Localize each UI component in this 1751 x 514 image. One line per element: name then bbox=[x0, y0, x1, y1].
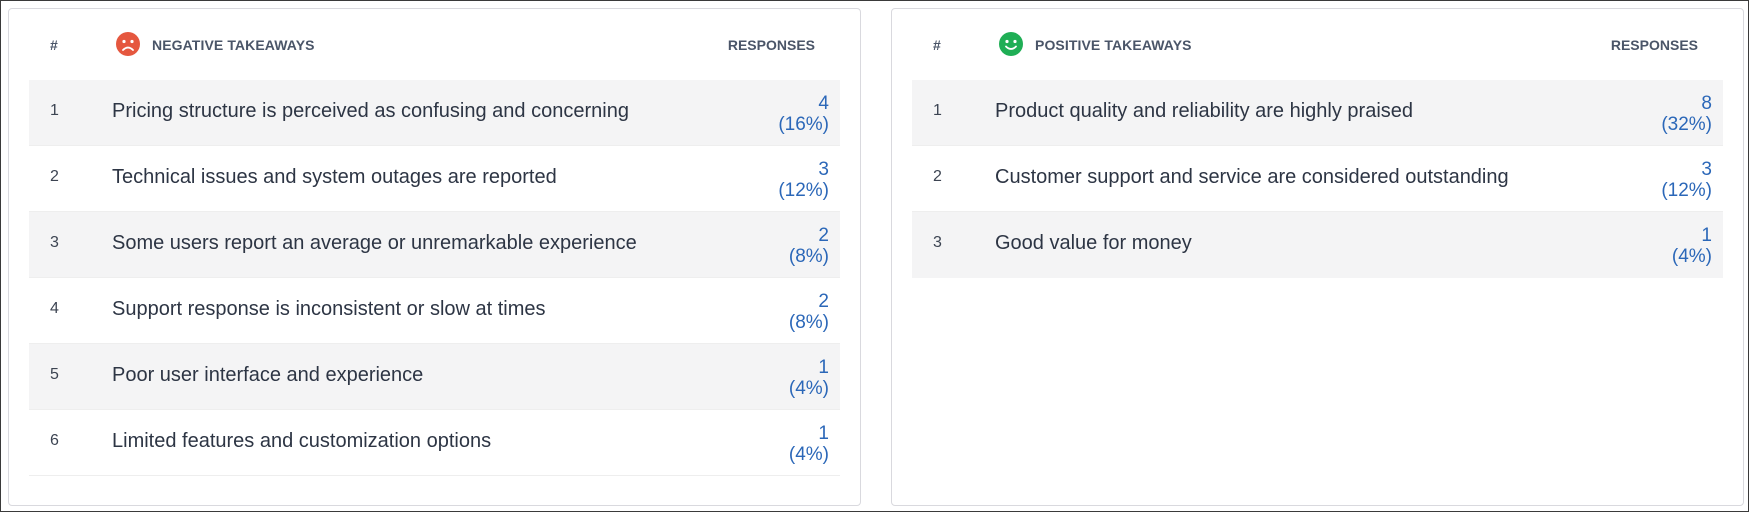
positive-table-header: # POSITIVE TAKEAWAYS RESPONSES bbox=[892, 9, 1743, 79]
row-number: 5 bbox=[50, 366, 59, 383]
count-value: 1 bbox=[818, 357, 829, 378]
count-value: 3 bbox=[818, 159, 829, 180]
sad-face-icon bbox=[116, 32, 140, 56]
positive-takeaways-panel: # POSITIVE TAKEAWAYS RESPONSES 1 Product… bbox=[891, 8, 1744, 506]
response-count[interactable]: 3 (12%) bbox=[1661, 159, 1712, 201]
rank-column-header: # bbox=[933, 37, 941, 53]
happy-face-icon bbox=[999, 32, 1023, 56]
positive-takeaways-list: 1 Product quality and reliability are hi… bbox=[912, 80, 1723, 278]
negative-takeaways-title: NEGATIVE TAKEAWAYS bbox=[152, 37, 315, 53]
takeaway-text: Support response is inconsistent or slow… bbox=[112, 298, 546, 320]
row-number: 4 bbox=[50, 300, 59, 317]
percent-value: (8%) bbox=[788, 246, 829, 267]
response-count[interactable]: 2 (8%) bbox=[789, 225, 829, 267]
takeaway-text: Good value for money bbox=[995, 232, 1192, 254]
responses-column-header: RESPONSES bbox=[1610, 37, 1698, 53]
percent-value: (8%) bbox=[788, 312, 829, 333]
row-number: 6 bbox=[50, 432, 59, 449]
percent-value: (32%) bbox=[1661, 114, 1712, 135]
count-value: 3 bbox=[1701, 159, 1712, 180]
negative-takeaways-list: 1 Pricing structure is perceived as conf… bbox=[29, 80, 840, 476]
count-value: 2 bbox=[818, 225, 829, 246]
responses-column-header: RESPONSES bbox=[727, 37, 815, 53]
table-row[interactable]: 1 Product quality and reliability are hi… bbox=[912, 80, 1723, 146]
response-count[interactable]: 1 (4%) bbox=[1672, 225, 1712, 267]
row-number: 2 bbox=[50, 168, 59, 185]
positive-takeaways-title: POSITIVE TAKEAWAYS bbox=[1035, 37, 1192, 53]
count-value: 1 bbox=[1701, 225, 1712, 246]
count-value: 4 bbox=[818, 93, 829, 114]
takeaway-text: Pricing structure is perceived as confus… bbox=[112, 100, 629, 122]
takeaway-text: Limited features and customization optio… bbox=[112, 430, 492, 452]
table-row[interactable]: 3 Good value for money 1 (4%) bbox=[912, 212, 1723, 278]
table-row[interactable]: 4 Support response is inconsistent or sl… bbox=[29, 278, 840, 344]
rank-column-header: # bbox=[50, 37, 58, 53]
takeaway-text: Customer support and service are conside… bbox=[995, 166, 1509, 188]
percent-value: (16%) bbox=[778, 114, 829, 135]
percent-value: (12%) bbox=[1661, 180, 1712, 201]
takeaway-text: Poor user interface and experience bbox=[112, 364, 424, 386]
row-number: 3 bbox=[50, 234, 59, 251]
table-row[interactable]: 2 Customer support and service are consi… bbox=[912, 146, 1723, 212]
percent-value: (4%) bbox=[1671, 246, 1712, 267]
takeaway-text: Technical issues and system outages are … bbox=[112, 166, 557, 188]
table-row[interactable]: 3 Some users report an average or unrema… bbox=[29, 212, 840, 278]
table-row[interactable]: 5 Poor user interface and experience 1 (… bbox=[29, 344, 840, 410]
percent-value: (12%) bbox=[778, 180, 829, 201]
response-count[interactable]: 1 (4%) bbox=[789, 423, 829, 465]
row-number: 2 bbox=[933, 168, 942, 185]
response-count[interactable]: 8 (32%) bbox=[1661, 93, 1712, 135]
count-value: 2 bbox=[818, 291, 829, 312]
response-count[interactable]: 4 (16%) bbox=[778, 93, 829, 135]
takeaway-text: Some users report an average or unremark… bbox=[112, 232, 637, 254]
table-row[interactable]: 1 Pricing structure is perceived as conf… bbox=[29, 80, 840, 146]
count-value: 1 bbox=[818, 423, 829, 444]
row-number: 1 bbox=[50, 102, 59, 119]
table-row[interactable]: 2 Technical issues and system outages ar… bbox=[29, 146, 840, 212]
response-count[interactable]: 1 (4%) bbox=[789, 357, 829, 399]
table-row[interactable]: 6 Limited features and customization opt… bbox=[29, 410, 840, 476]
response-count[interactable]: 3 (12%) bbox=[778, 159, 829, 201]
negative-takeaways-panel: # NEGATIVE TAKEAWAYS RESPONSES 1 Pricing… bbox=[8, 8, 861, 506]
count-value: 8 bbox=[1701, 93, 1712, 114]
row-number: 3 bbox=[933, 234, 942, 251]
takeaway-text: Product quality and reliability are high… bbox=[995, 100, 1414, 122]
row-number: 1 bbox=[933, 102, 942, 119]
response-count[interactable]: 2 (8%) bbox=[789, 291, 829, 333]
percent-value: (4%) bbox=[788, 444, 829, 465]
negative-table-header: # NEGATIVE TAKEAWAYS RESPONSES bbox=[9, 9, 860, 79]
percent-value: (4%) bbox=[788, 378, 829, 399]
